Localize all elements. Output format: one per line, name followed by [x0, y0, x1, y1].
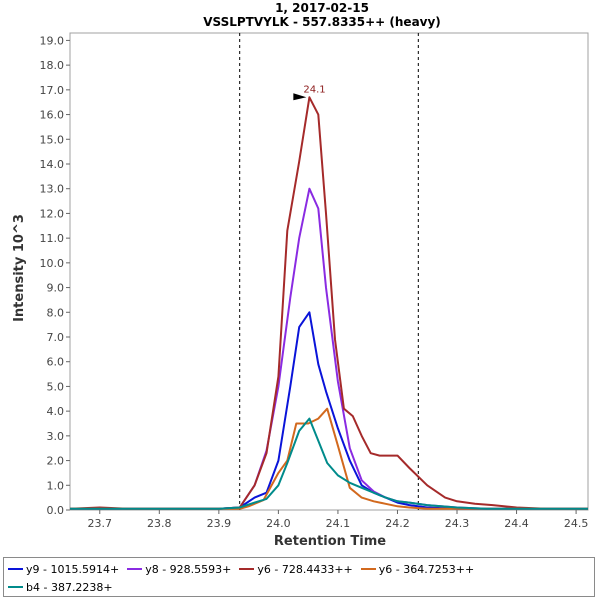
legend-swatch-icon: [239, 568, 255, 570]
y-tick-label: 9.0: [47, 282, 65, 295]
legend-label: y8 - 928.5593+: [145, 562, 232, 576]
series-lines: [69, 96, 588, 510]
series-line-5[interactable]: [70, 417, 588, 510]
legend-item: b4 - 387.2238+: [8, 578, 113, 596]
x-tick-label: 24.4: [504, 517, 529, 530]
legend-label: y6 - 364.7253++: [378, 562, 475, 576]
integration-boundaries: [239, 33, 419, 510]
y-tick-label: 11.0: [40, 232, 65, 245]
y-axis-label: Intensity 10^3: [12, 214, 27, 322]
y-tick-label: 10.0: [40, 257, 65, 270]
peak-marker-icon: [293, 93, 307, 101]
x-tick-label: 24.3: [445, 517, 470, 530]
y-tick-label: 7.0: [47, 331, 65, 344]
legend-item: y8 - 928.5593+: [127, 560, 231, 578]
legend-swatch-icon: [360, 568, 376, 570]
y-tick-label: 14.0: [40, 158, 65, 171]
chart-legend: y9 - 1015.5914+ y8 - 928.5593+ y6 - 728.44…: [3, 557, 595, 597]
chart-subtitle: VSSLPTVYLK - 557.8335++ (heavy): [203, 15, 441, 29]
y-tick-label: 19.0: [40, 34, 65, 47]
y-tick-label: 6.0: [47, 356, 65, 369]
legend-swatch-icon: [8, 586, 23, 588]
y-tick-label: 18.0: [40, 59, 65, 72]
x-tick-label: 24.5: [564, 517, 589, 530]
x-tick-label: 23.9: [207, 517, 232, 530]
peak-annotation: 24.1: [293, 84, 326, 101]
y-tick-label: 4.0: [47, 405, 65, 418]
y-axis-ticks: 0.0 1.0 2.0 3.0 4.0 5.0 6.0 7.0 8.0 9.0 10.0 11.0 12…: [40, 34, 70, 517]
y-tick-label: 17.0: [40, 84, 65, 97]
y-tick-label: 3.0: [47, 430, 65, 443]
x-tick-label: 23.8: [147, 517, 172, 530]
peak-label: 24.1: [303, 84, 325, 95]
x-tick-label: 23.7: [88, 517, 113, 530]
y-tick-label: 2.0: [47, 455, 65, 468]
y-tick-label: 5.0: [47, 380, 65, 393]
chart-title: 1, 2017-02-15: [275, 1, 369, 15]
y-tick-label: 12.0: [40, 207, 65, 220]
x-tick-label: 24.1: [326, 517, 351, 530]
legend-item: y6 - 728.4433++: [239, 560, 353, 578]
x-axis-label: Retention Time: [274, 534, 386, 549]
y-tick-label: 15.0: [40, 133, 65, 146]
y-tick-label: 8.0: [47, 306, 65, 319]
plot-area[interactable]: [69, 32, 589, 511]
y-tick-label: 0.0: [47, 504, 65, 517]
chromatogram-chart[interactable]: 1, 2017-02-15 VSSLPTVYLK - 557.8335++ (h…: [0, 0, 600, 555]
legend-swatch-icon: [8, 568, 23, 570]
legend-label: b4 - 387.2238+: [26, 580, 113, 594]
x-tick-label: 24.0: [266, 517, 291, 530]
legend-item: y6 - 364.7253++: [360, 560, 475, 578]
legend-item: y9 - 1015.5914+: [8, 560, 119, 578]
legend-label: y6 - 728.4433++: [257, 562, 353, 576]
legend-swatch-icon: [127, 568, 143, 570]
legend-label: y9 - 1015.5914+: [26, 562, 120, 576]
chart-canvas[interactable]: 1, 2017-02-15 VSSLPTVYLK - 557.8335++ (h…: [0, 0, 600, 555]
y-tick-label: 1.0: [47, 479, 65, 492]
y-tick-label: 16.0: [40, 109, 65, 122]
x-tick-label: 24.2: [385, 517, 410, 530]
x-axis-ticks: 23.7 23.8 23.9 24.0 24.1 24.2 24.3 24.4 24.5: [88, 510, 589, 530]
y-tick-label: 13.0: [40, 183, 65, 196]
